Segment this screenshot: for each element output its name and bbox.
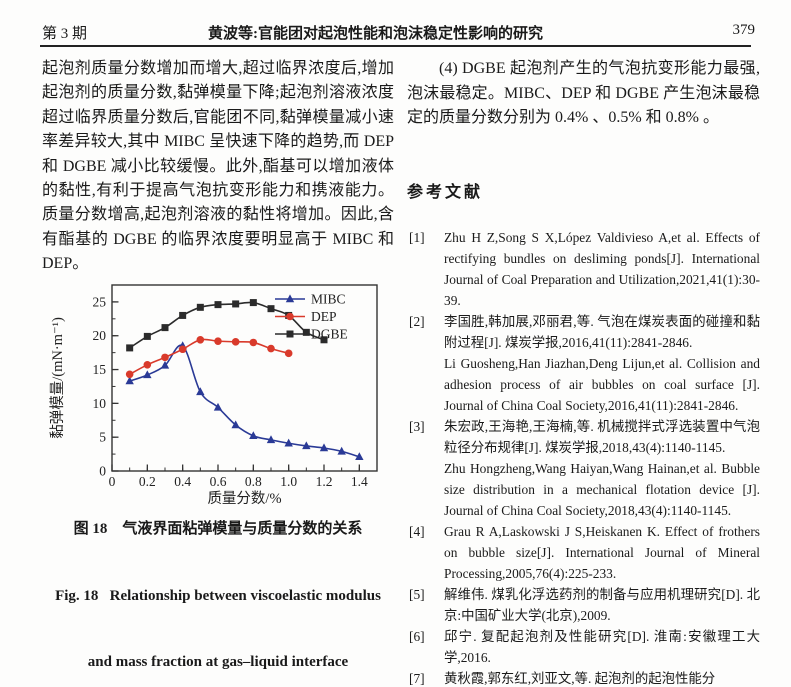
svg-text:25: 25 [93,294,107,309]
svg-text:质量分数/%: 质量分数/% [207,490,281,507]
reference-part: Zhu Hongzheng,Wang Haiyan,Wang Hainan,et… [444,460,760,518]
reference-part: Zhu H Z,Song S X,López Valdivieso A,et a… [444,229,760,308]
svg-text:1.2: 1.2 [316,474,333,489]
svg-text:20: 20 [93,328,107,343]
figure-chart: 0 0.2 0.4 0.6 0.8 1.0 1.2 1.4 0 5 10 15 20 25 质量分数/% 黏弹… [48,281,386,512]
svg-text:0: 0 [109,474,116,489]
reference-item: [5] 解维伟. 煤乳化浮选药剂的制备与应用机理研究[D]. 北京:中国矿业大学… [407,584,760,626]
reference-item: [2] 李国胜,韩加展,邓丽君,等. 气泡在煤炭表面的碰撞和黏附过程[J]. 煤… [407,311,760,416]
reference-number: [4] [409,523,425,539]
svg-text:10: 10 [93,396,107,411]
reference-part: Li Guosheng,Han Jiazhan,Deng Lijun,et al… [444,355,760,413]
reference-text: 黄秋霞,郭东红,刘亚文,等. 起泡剂的起泡性能分 [444,668,760,687]
svg-text:黏弹模量/(mN·m⁻¹): 黏弹模量/(mN·m⁻¹) [49,317,66,439]
reference-part: 朱宏政,王海艳,王海楠,等. 机械搅拌式浮选装置中气泡粒径分布规律[J]. 煤炭… [444,418,760,455]
reference-number: [2] [409,313,425,329]
reference-item: [7] 黄秋霞,郭东红,刘亚文,等. 起泡剂的起泡性能分 [407,668,760,687]
page-number: 379 [732,22,756,38]
reference-item: [4] Grau R A,Laskowski J S,Heiskanen K. … [407,521,760,584]
figure-caption-zh: 图 18 气液界面粘弹模量与质量分数的关系 [73,520,363,537]
reference-text: 邱宁. 复配起泡剂及性能研究[D]. 淮南:安徽理工大学,2016. [444,626,760,668]
journal-issue: 第 3 期 [42,26,88,42]
figure-caption-en-line1: Fig. 18 Relationship between viscoelasti… [55,587,381,604]
reference-item: [6] 邱宁. 复配起泡剂及性能研究[D]. 淮南:安徽理工大学,2016. [407,626,760,668]
references-heading: 参考文献 [407,183,484,201]
reference-text: 李国胜,韩加展,邓丽君,等. 气泡在煤炭表面的碰撞和黏附过程[J]. 煤炭学报,… [444,311,760,416]
svg-text:0.8: 0.8 [245,474,262,489]
conclusion-item-4: (4) DGBE 起泡剂产生的气泡抗变形能力最强,泡沫最稳定。MIBC、DEP … [407,60,760,127]
reference-part: 李国胜,韩加展,邓丽君,等. 气泡在煤炭表面的碰撞和黏附过程[J]. 煤炭学报,… [444,313,760,350]
reference-part: Grau R A,Laskowski J S,Heiskanen K. Effe… [444,523,760,581]
reference-number: [1] [409,229,425,245]
reference-number: [6] [409,628,425,644]
svg-text:0.6: 0.6 [210,474,227,489]
figure-caption-en-line2: and mass fraction at gas–liquid interfac… [87,653,349,670]
line-chart: 0 0.2 0.4 0.6 0.8 1.0 1.2 1.4 0 5 10 15 20 25 质量分数/% 黏弹… [49,283,378,507]
reference-part: 黄秋霞,郭东红,刘亚文,等. 起泡剂的起泡性能分 [444,670,716,686]
svg-text:0.4: 0.4 [174,474,191,489]
svg-text:5: 5 [99,429,106,444]
reference-text: 朱宏政,王海艳,王海楠,等. 机械搅拌式浮选装置中气泡粒径分布规律[J]. 煤炭… [444,416,760,521]
left-column: 起泡剂质量分数增加而增大,超过临界浓度后,增加起泡剂的质量分数,黏弹模量下降;起… [42,57,394,687]
body-paragraph: 起泡剂质量分数增加而增大,超过临界浓度后,增加起泡剂的质量分数,黏弹模量下降;起… [42,60,394,273]
reference-number: [3] [409,418,425,434]
svg-text:1.4: 1.4 [351,474,368,489]
paper-title: 黄波等:官能团对起泡性能和泡沫稳定性影响的研究 [208,26,543,42]
right-column: (4) DGBE 起泡剂产生的气泡抗变形能力最强,泡沫最稳定。MIBC、DEP … [407,57,760,687]
svg-text:1.0: 1.0 [280,474,297,489]
reference-text: Grau R A,Laskowski J S,Heiskanen K. Effe… [444,521,760,584]
svg-text:0: 0 [99,463,106,478]
svg-text:0.2: 0.2 [139,474,156,489]
reference-item: [3] 朱宏政,王海艳,王海楠,等. 机械搅拌式浮选装置中气泡粒径分布规律[J]… [407,416,760,521]
reference-item: [1] Zhu H Z,Song S X,López Valdivieso A,… [407,227,760,311]
reference-text: 解维伟. 煤乳化浮选药剂的制备与应用机理研究[D]. 北京:中国矿业大学(北京)… [444,584,760,626]
figure-caption-en: Fig. 18 Relationship between viscoelasti… [42,541,394,687]
svg-text:15: 15 [93,362,107,377]
reference-part: 解维伟. 煤乳化浮选药剂的制备与应用机理研究[D]. 北京:中国矿业大学(北京)… [444,586,760,623]
svg-text:DEP: DEP [311,309,337,324]
reference-text: Zhu H Z,Song S X,López Valdivieso A,et a… [444,227,760,311]
svg-text:MIBC: MIBC [311,291,346,306]
reference-number: [7] [409,670,425,686]
header-rule [40,45,751,47]
reference-number: [5] [409,586,425,602]
svg-text:DGBE: DGBE [311,326,348,341]
references-list: [1] Zhu H Z,Song S X,López Valdivieso A,… [407,227,760,687]
reference-part: 邱宁. 复配起泡剂及性能研究[D]. 淮南:安徽理工大学,2016. [444,628,760,665]
